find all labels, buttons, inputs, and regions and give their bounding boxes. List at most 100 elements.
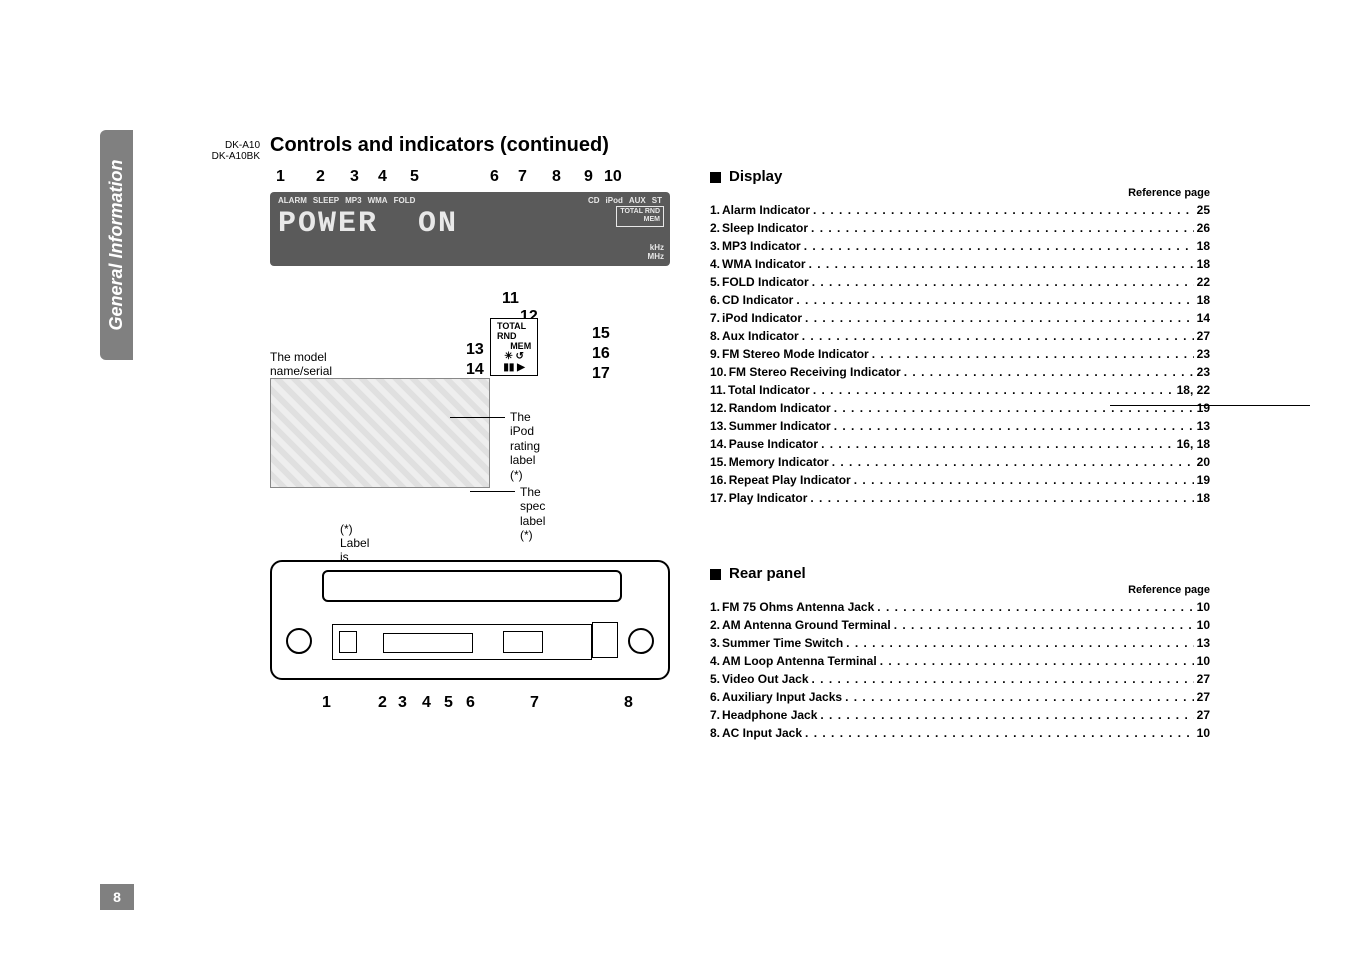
display-reference-label: Reference page — [710, 187, 1210, 199]
lcd-freq: kHz MHz — [648, 244, 664, 262]
toc-idx: 5. — [710, 273, 720, 291]
toc-label: Play Indicator — [729, 489, 808, 507]
toc-dots — [904, 363, 1194, 381]
toc-row: 8.Aux Indicator27 — [710, 327, 1210, 345]
rear-num-3: 3 — [398, 694, 407, 712]
toc-label: AC Input Jack — [722, 724, 802, 742]
toc-dots — [812, 273, 1194, 291]
toc-label: FOLD Indicator — [722, 273, 809, 291]
toc-idx: 6. — [710, 291, 720, 309]
page-title: Controls and indicators (continued) — [270, 134, 609, 157]
lcd-right-box-l2: MEM — [620, 216, 660, 224]
toc-page: 22 — [1197, 273, 1210, 291]
lcd-label-st: ST — [652, 196, 662, 205]
sidebar-tab: General Information — [100, 130, 133, 360]
toc-row: 13.Summer Indicator13 — [710, 417, 1210, 435]
rear-reference-label: Reference page — [710, 584, 1210, 596]
lcd-mhz: MHz — [648, 253, 664, 262]
lcd-label-wma: WMA — [368, 196, 388, 205]
lcd-label-mp3: MP3 — [345, 196, 361, 205]
model-line1: DK-A10 — [225, 140, 260, 151]
toc-label: Video Out Jack — [722, 670, 808, 688]
rear-panel-diagram: 12345678 — [270, 560, 670, 714]
toc-label: Repeat Play Indicator — [729, 471, 851, 489]
toc-label: Summer Indicator — [729, 417, 831, 435]
toc-page: 27 — [1197, 327, 1210, 345]
sub-nums-left: 13 14 — [466, 340, 484, 380]
toc-page: 20 — [1197, 453, 1210, 471]
toc-label: iPod Indicator — [722, 309, 802, 327]
bullet-icon — [710, 569, 721, 580]
toc-idx: 2. — [710, 219, 720, 237]
toc-idx: 3. — [710, 237, 720, 255]
display-num-6: 6 — [490, 168, 499, 186]
page-number: 8 — [100, 884, 134, 910]
rear-outlet-right — [628, 628, 654, 654]
toc-idx: 1. — [710, 201, 720, 219]
toc-row: 2.AM Antenna Ground Terminal10 — [710, 616, 1210, 634]
lcd-right-box: TOTAL RND MEM — [616, 206, 664, 227]
num-14: 14 — [466, 360, 484, 380]
toc-row: 12.Random Indicator19 — [710, 399, 1210, 417]
rear-port-group — [383, 633, 473, 653]
toc-idx: 6. — [710, 688, 720, 706]
toc-dots — [802, 327, 1194, 345]
toc-idx: 13. — [710, 417, 727, 435]
toc-dots — [821, 435, 1174, 453]
toc-row: 9.FM Stereo Mode Indicator23 — [710, 345, 1210, 363]
display-num-2: 2 — [316, 168, 325, 186]
display-diagram: 12345678910 ALARMSLEEPMP3WMAFOLDCDiPodAU… — [270, 168, 670, 266]
toc-dots — [812, 670, 1194, 688]
toc-row: 7.iPod Indicator14 — [710, 309, 1210, 327]
toc-label: Auxiliary Input Jacks — [722, 688, 842, 706]
toc-page: 10 — [1197, 652, 1210, 670]
toc-dots — [877, 598, 1193, 616]
lcd-right-box-l1: TOTAL RND — [620, 208, 660, 216]
toc-dots — [872, 345, 1194, 363]
model-label: DK-A10 DK-A10BK — [140, 140, 260, 162]
toc-idx: 14. — [710, 435, 727, 453]
toc-page: 18 — [1197, 255, 1210, 273]
toc-idx: 17. — [710, 489, 727, 507]
sub-nums-right: 15 16 17 — [592, 324, 610, 384]
toc-page: 26 — [1197, 219, 1210, 237]
toc-idx: 8. — [710, 724, 720, 742]
rear-box — [270, 560, 670, 680]
lcd-label-sleep: SLEEP — [313, 196, 339, 205]
toc-page: 14 — [1197, 309, 1210, 327]
toc-row: 3.Summer Time Switch13 — [710, 634, 1210, 652]
toc-row: 3.MP3 Indicator18 — [710, 237, 1210, 255]
toc-row: 17.Play Indicator 18 — [710, 489, 1210, 507]
toc-page: 18 — [1197, 291, 1210, 309]
toc-dots — [805, 724, 1194, 742]
page-frame: DK-A10 DK-A10BK Controls and indicators … — [140, 140, 1210, 760]
lcd-label-alarm: ALARM — [278, 196, 307, 205]
toc-label: AM Loop Antenna Terminal — [722, 652, 877, 670]
display-heading-text: Display — [729, 168, 782, 185]
rear-num-5: 5 — [444, 694, 453, 712]
display-top-numbers: 12345678910 — [270, 168, 670, 188]
toc-row: 5.Video Out Jack27 — [710, 670, 1210, 688]
ipod-l2: rating label (*) — [510, 439, 540, 482]
toc-dots — [894, 616, 1194, 634]
lcd-label-cd: CD — [588, 196, 600, 205]
toc-label: FM 75 Ohms Antenna Jack — [722, 598, 874, 616]
toc-row: 7.Headphone Jack27 — [710, 706, 1210, 724]
toc-dots — [832, 453, 1194, 471]
display-section: Display Reference page 1.Alarm Indicator… — [710, 168, 1210, 507]
rear-toc: 1.FM 75 Ohms Antenna Jack102.AM Antenna … — [710, 598, 1210, 742]
toc-idx: 10. — [710, 363, 727, 381]
toc-row: 15.Memory Indicator20 — [710, 453, 1210, 471]
toc-label: Pause Indicator — [729, 435, 818, 453]
ipod-l1: The iPod — [510, 410, 534, 438]
toc-row: 4.AM Loop Antenna Terminal10 — [710, 652, 1210, 670]
display-num-10: 10 — [604, 168, 622, 186]
toc-page: 18 — [1197, 489, 1210, 507]
toc-page: 27 — [1197, 688, 1210, 706]
rear-heading-text: Rear panel — [729, 565, 806, 582]
toc-row: 1.FM 75 Ohms Antenna Jack10 — [710, 598, 1210, 616]
toc-label: FM Stereo Receiving Indicator — [729, 363, 901, 381]
toc-idx: 5. — [710, 670, 720, 688]
display-num-3: 3 — [350, 168, 359, 186]
toc-dots — [834, 417, 1194, 435]
